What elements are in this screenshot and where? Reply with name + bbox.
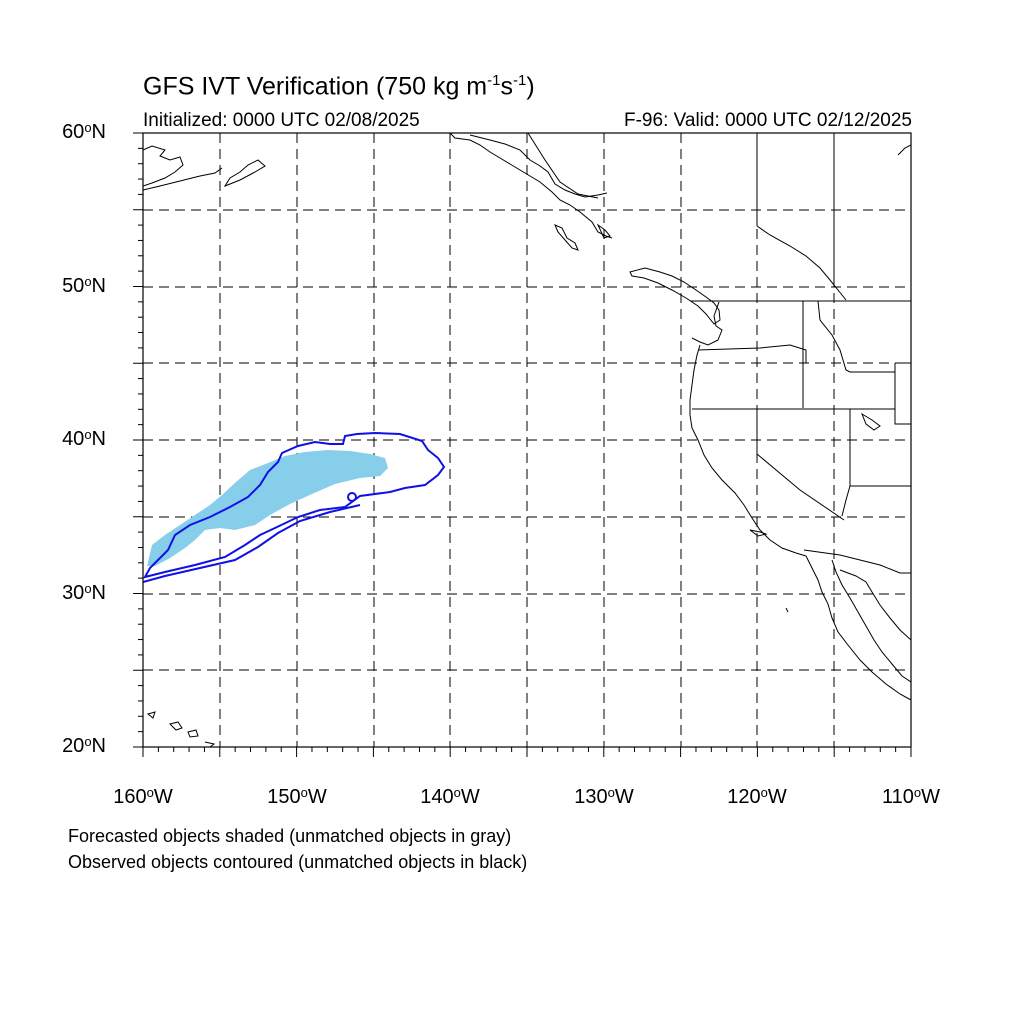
observed-object-contour-south <box>143 504 361 583</box>
legend-note-observed: Observed objects contoured (unmatched ob… <box>68 852 528 872</box>
tick-marks <box>133 132 912 757</box>
coastlines <box>143 133 911 747</box>
lon-label-160w: 160oW <box>113 785 173 808</box>
lon-label-150w: 150oW <box>267 785 327 808</box>
gridlines <box>143 133 911 747</box>
lon-label-110w: 110oW <box>881 785 940 808</box>
forecast-object <box>147 450 388 566</box>
lat-label-30: 30oN <box>62 581 106 604</box>
legend-note-forecast: Forecasted objects shaded (unmatched obj… <box>68 826 512 846</box>
init-time-label: Initialized: 0000 UTC 02/08/2025 <box>143 110 420 131</box>
lon-label-140w: 140oW <box>420 785 480 808</box>
observed-object-small-ring <box>347 492 357 502</box>
lat-label-40: 40oN <box>62 427 106 450</box>
lat-label-50: 50oN <box>62 274 106 297</box>
lon-label-120w: 120oW <box>727 785 787 808</box>
valid-time-label: F-96: Valid: 0000 UTC 02/12/2025 <box>624 110 912 131</box>
political-borders <box>527 133 911 574</box>
map-title: GFS IVT Verification (750 kg m-1s-1) <box>143 72 535 101</box>
observed-object-contour <box>143 431 446 579</box>
lon-label-130w: 130oW <box>574 785 634 808</box>
lat-label-20: 20oN <box>62 734 106 757</box>
lat-label-60: 60oN <box>62 120 106 143</box>
